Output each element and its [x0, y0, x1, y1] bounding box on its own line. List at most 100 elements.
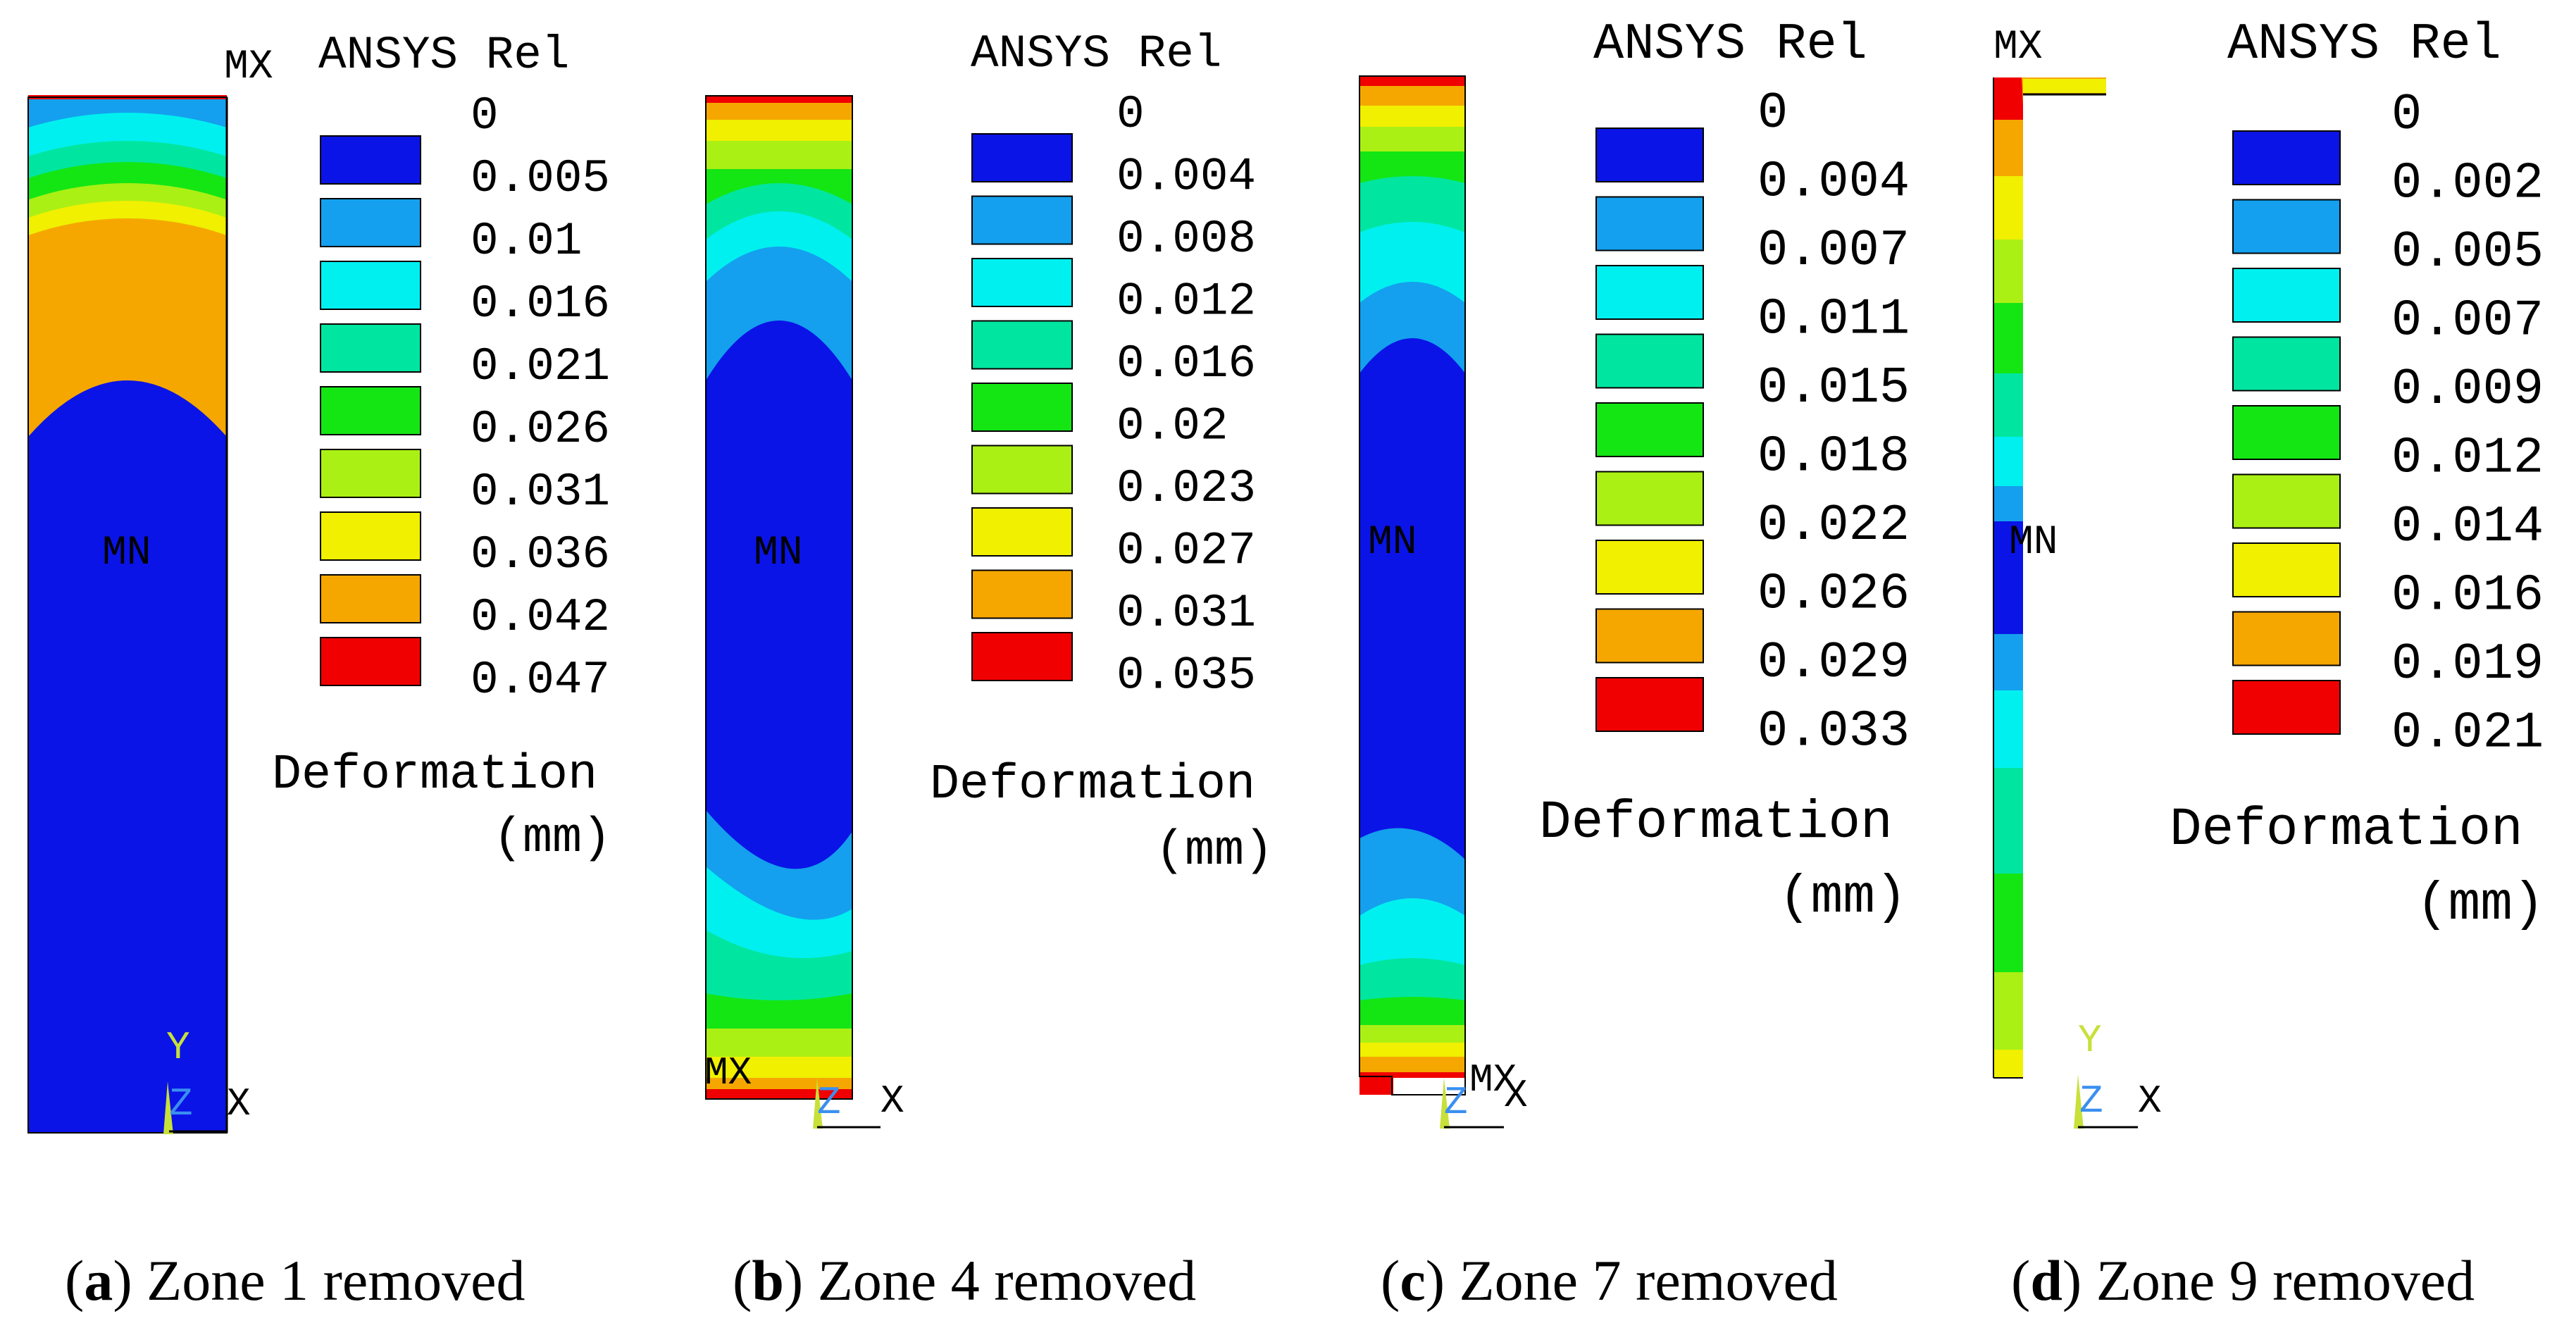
triad-z-label: Z — [169, 1081, 193, 1126]
band-1b — [1993, 634, 2023, 690]
legend-value-6: 0.023 — [1116, 462, 1256, 515]
notch — [1393, 1078, 1465, 1096]
legend-b: ANSYS Rel Deformation (mm) 0 0.004 0.008 0.… — [930, 27, 1274, 879]
triad-y-label: Y — [166, 1025, 190, 1070]
legend-value-2: 0.01 — [471, 215, 582, 268]
legend-value-8: 0.031 — [1116, 587, 1256, 640]
triad-x-label: X — [881, 1079, 904, 1124]
triad-x-label: X — [1504, 1073, 1528, 1118]
triad-y-axis — [2074, 1074, 2084, 1129]
legend-swatch-8 — [2232, 611, 2341, 666]
band-3b — [1993, 768, 2023, 874]
legend-unit-title: Deformation — [2170, 800, 2523, 860]
legend-swatch-4 — [1595, 333, 1704, 389]
legend-unit-title: Deformation — [1539, 793, 1893, 853]
legend-value-9: 0.033 — [1757, 703, 1910, 761]
legend-value-7: 0.036 — [471, 528, 610, 581]
top-corner — [1993, 77, 2023, 106]
legend-value-1: 0.002 — [2391, 155, 2544, 213]
legend-swatch-6 — [1595, 471, 1704, 526]
triad-z-label: Z — [2079, 1079, 2103, 1124]
legend-value-4: 0.021 — [471, 340, 610, 393]
legend-unit: (mm) — [1779, 867, 1907, 928]
region-min — [706, 321, 852, 869]
panel-c: MX MN Z X ANSYS Rel Deformation (mm) 0 0.… — [1359, 15, 1910, 1312]
mn-marker: MN — [2009, 520, 2058, 566]
panel-b: MX MN Z X ANSYS Rel Deformation (mm) 0 0.… — [704, 27, 1274, 1312]
legend-value-3: 0.016 — [471, 278, 610, 330]
band-2 — [1993, 437, 2023, 486]
legend-swatch-4 — [320, 323, 421, 373]
legend-swatch-1 — [1595, 128, 1704, 182]
band-4 — [1993, 303, 2023, 373]
legend-swatch-1 — [320, 135, 421, 185]
legend-swatch-9 — [971, 632, 1073, 681]
legend-swatch-2 — [1595, 196, 1704, 252]
legend-unit-title: Deformation — [272, 747, 597, 803]
legend-value-7: 0.027 — [1116, 525, 1256, 578]
band-4b — [1993, 874, 2023, 972]
legend-value-5: 0.026 — [471, 403, 610, 456]
legend-value-3: 0.011 — [1757, 291, 1910, 349]
legend-value-2: 0.007 — [1757, 222, 1910, 280]
legend-value-5: 0.012 — [2391, 430, 2544, 488]
triad-x-label: X — [2138, 1079, 2162, 1124]
mx-marker: MX — [1469, 1057, 1517, 1103]
axis-triad: Z X — [813, 1078, 904, 1129]
contour-plot-b — [706, 96, 852, 1099]
caption-text: Zone 4 removed — [818, 1248, 1196, 1312]
legend-swatch-8 — [971, 569, 1073, 619]
legend-c: ANSYS Rel Deformation (mm) 0 0.004 0.007 0.… — [1539, 15, 1910, 928]
legend-value-4: 0.009 — [2391, 361, 2544, 418]
band-1 — [1993, 486, 2023, 521]
legend-value-4: 0.016 — [1116, 337, 1256, 390]
legend-swatch-2 — [2232, 199, 2341, 254]
legend-value-9: 0.021 — [2391, 704, 2544, 762]
caption-letter: c — [1400, 1248, 1425, 1312]
legend-swatch-2 — [971, 195, 1073, 245]
contour-plot-a — [28, 97, 227, 1133]
legend-title: ANSYS Rel — [971, 27, 1221, 80]
legend-swatch-5 — [320, 386, 421, 435]
legend-swatch-9 — [1595, 677, 1704, 732]
legend-swatch-2 — [320, 198, 421, 247]
legend-unit: (mm) — [2416, 874, 2544, 935]
legend-value-8: 0.042 — [471, 591, 610, 644]
plot-border — [705, 95, 853, 1100]
legend-value-5: 0.02 — [1116, 400, 1228, 453]
band-3 — [1993, 373, 2023, 437]
triad-x-label: X — [227, 1081, 251, 1126]
legend-value-0: 0 — [1757, 85, 1788, 142]
legend-value-6: 0.014 — [2391, 498, 2544, 556]
legend-unit: (mm) — [1155, 824, 1274, 879]
legend-value-1: 0.005 — [471, 152, 610, 205]
caption-letter: b — [752, 1248, 784, 1312]
contour-plot-d — [1993, 77, 2023, 1078]
legend-value-6: 0.031 — [471, 466, 610, 519]
band-5b — [1993, 972, 2023, 1050]
mn-marker: MN — [754, 530, 803, 576]
triad-y-axis — [163, 1081, 173, 1134]
mx-marker: MX — [224, 44, 273, 90]
legend-title: ANSYS Rel — [2227, 15, 2501, 73]
legend-unit-title: Deformation — [930, 757, 1255, 813]
legend-swatch-3 — [971, 258, 1073, 307]
caption-b: (b) Zone 4 removed — [733, 1248, 1196, 1312]
caption-c: (c) Zone 7 removed — [1381, 1248, 1838, 1312]
band-2b — [1993, 690, 2023, 768]
legend-swatch-5 — [971, 383, 1073, 432]
legend-swatch-3 — [2232, 268, 2341, 323]
caption-text: Zone 7 removed — [1460, 1248, 1838, 1312]
legend-value-8: 0.019 — [2391, 635, 2544, 693]
legend-value-0: 0 — [1116, 88, 1145, 141]
legend-swatch-4 — [971, 320, 1073, 370]
legend-value-2: 0.005 — [2391, 223, 2544, 281]
legend-swatch-8 — [1595, 608, 1704, 664]
mx-marker: MX — [704, 1050, 752, 1095]
legend-swatch-3 — [320, 261, 421, 310]
flange-band — [2023, 79, 2106, 93]
band-6 — [1993, 176, 2023, 240]
triad-z-label: Z — [1444, 1080, 1468, 1125]
legend-value-2: 0.008 — [1116, 213, 1256, 266]
legend-swatch-6 — [2232, 473, 2341, 529]
